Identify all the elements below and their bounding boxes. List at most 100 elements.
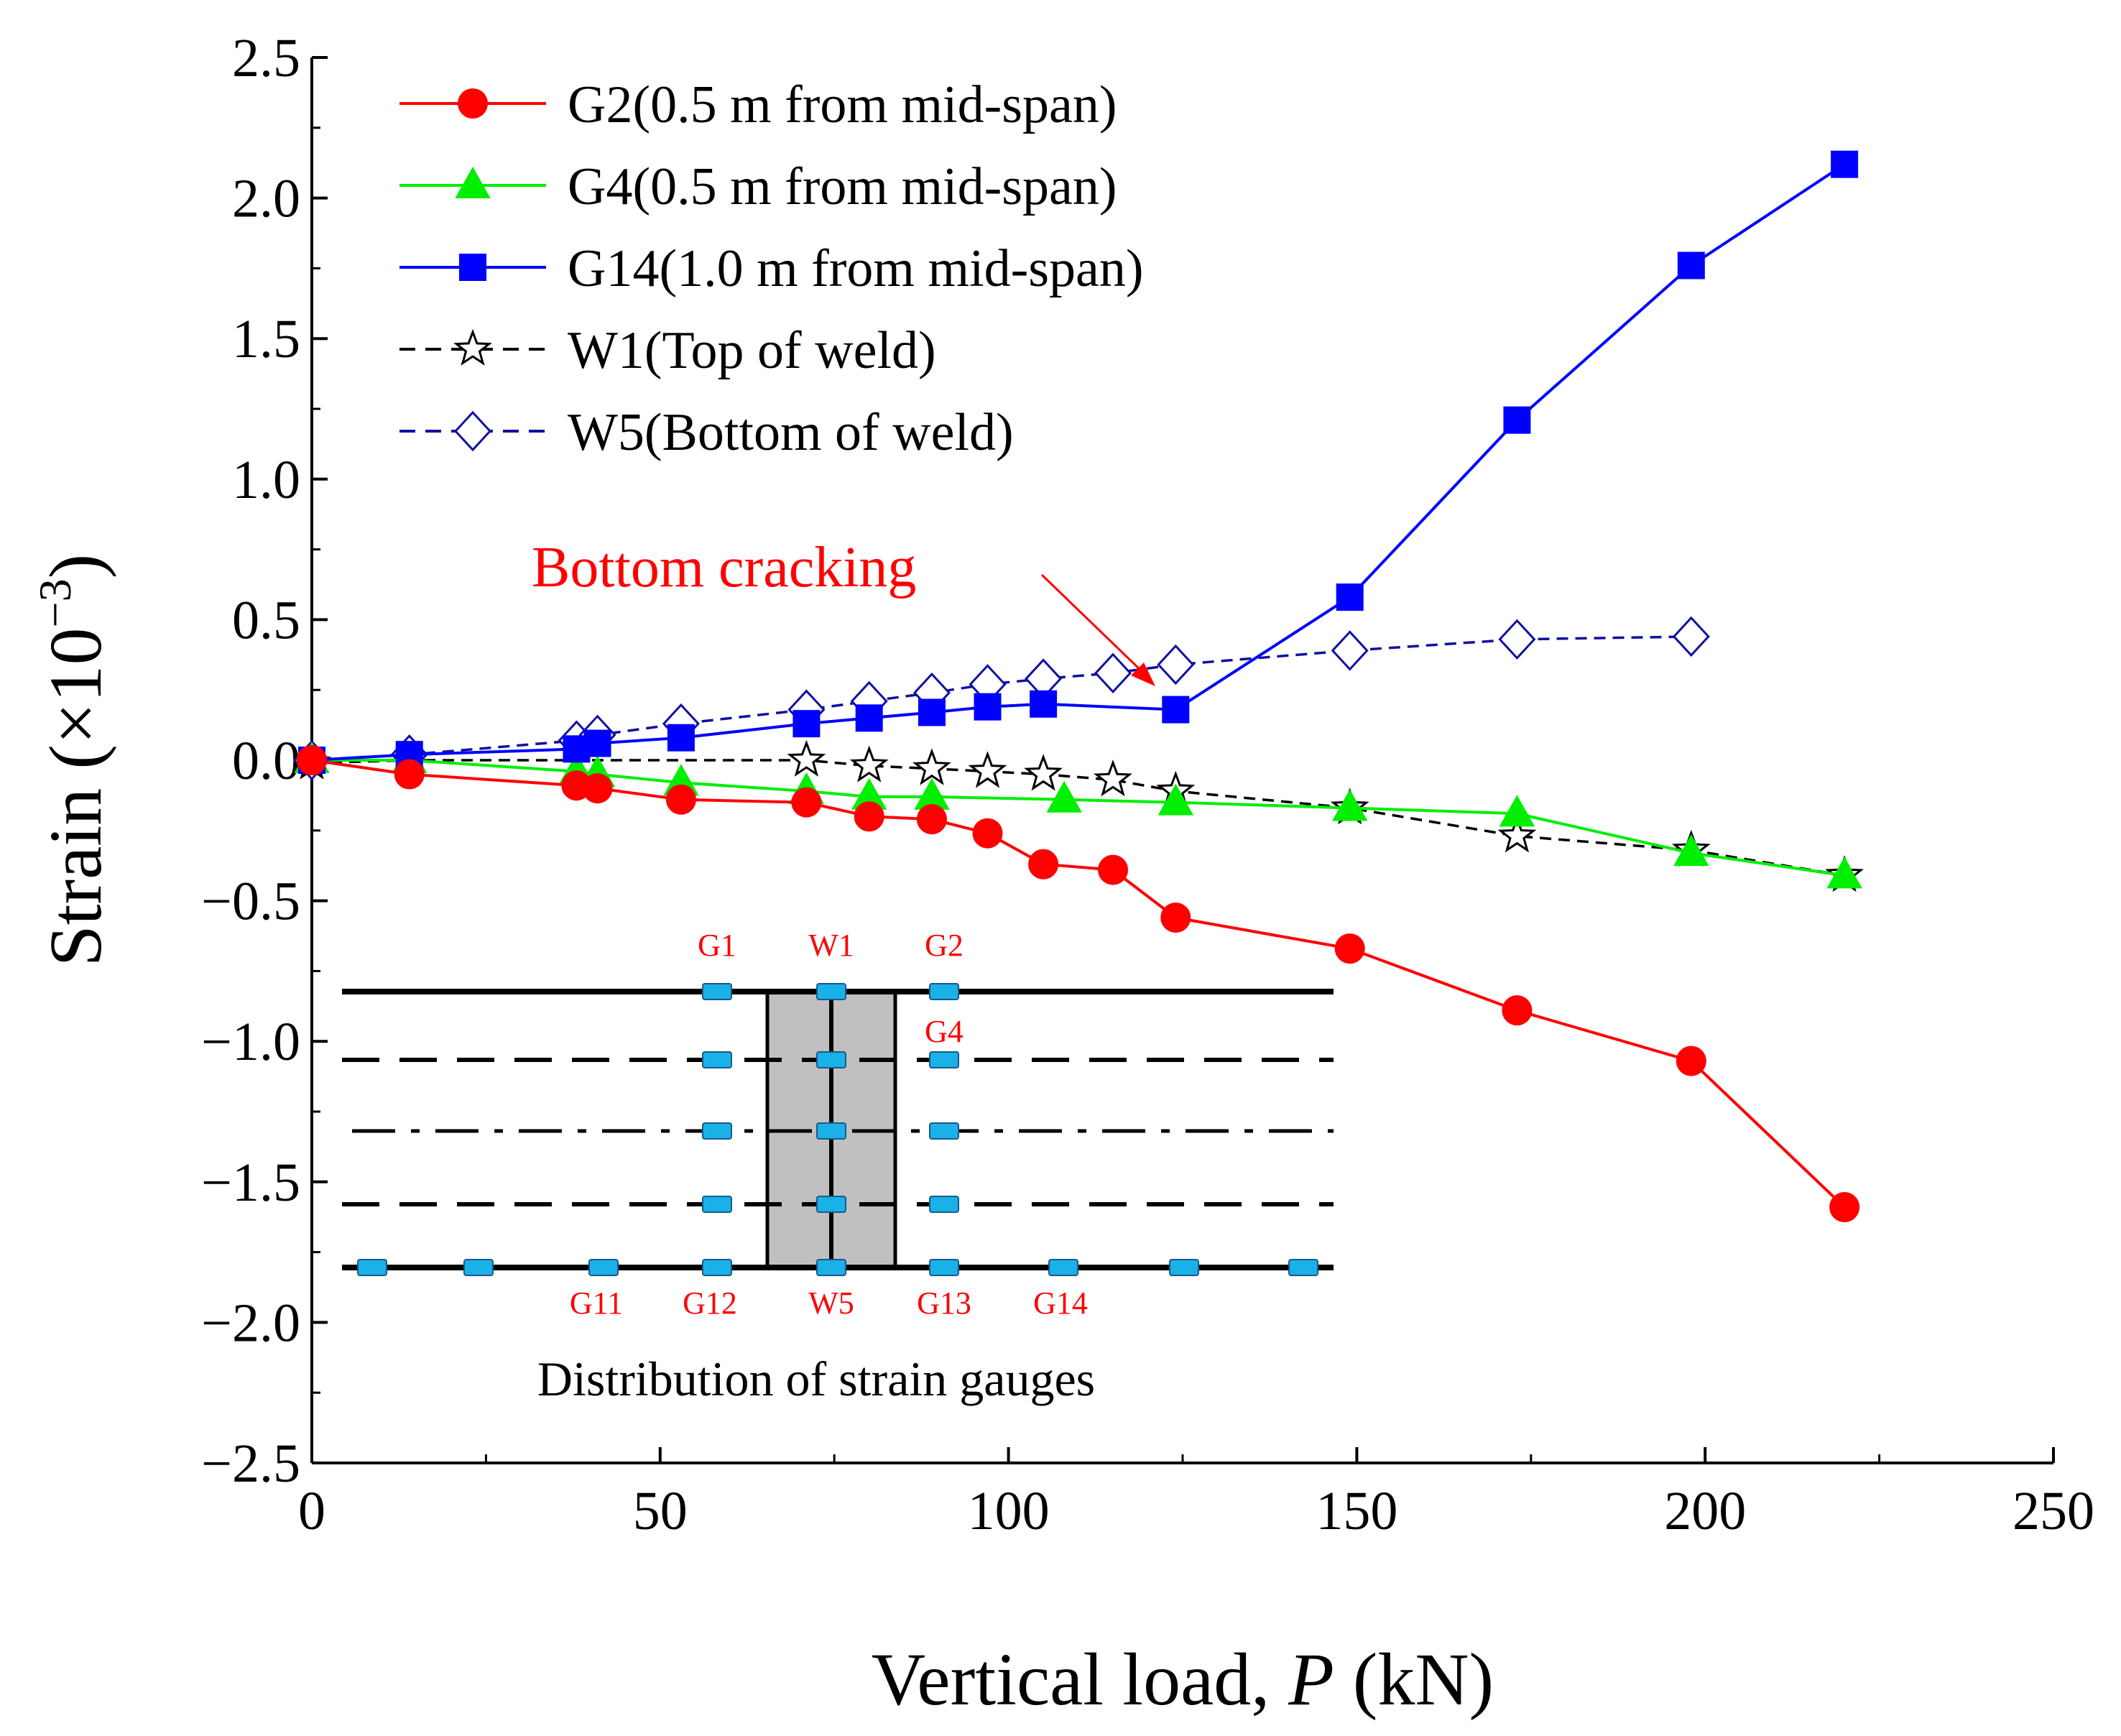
x-tick-label: 200 [1664, 1481, 1746, 1541]
strain-gauge [1169, 1259, 1199, 1276]
data-point [854, 801, 884, 832]
data-point [918, 698, 946, 726]
inset-label-g4: G4 [925, 1014, 964, 1049]
data-point [297, 745, 327, 775]
data-point [1498, 619, 1536, 660]
strain-gauge [702, 1122, 732, 1140]
data-point [972, 818, 1003, 849]
data-point [1094, 652, 1132, 693]
data-point [1024, 754, 1063, 791]
y-tick-label: 2.5 [232, 28, 300, 88]
legend-label: W5(Bottom of weld) [568, 403, 1014, 462]
inset-label-g1: G1 [698, 928, 736, 963]
data-point [1502, 995, 1533, 1026]
strain-gauge [463, 1259, 494, 1276]
strain-gauge [816, 1259, 846, 1276]
inset-label-g13: G13 [917, 1285, 971, 1321]
strain-gauge [702, 1051, 732, 1068]
y-axis-title-main: Strain (×10 [34, 628, 117, 967]
series-line [311, 759, 1846, 1209]
data-point [1334, 933, 1365, 964]
data-point [1677, 251, 1705, 280]
strain-gauge [816, 983, 846, 1000]
y-tick-label: 1.0 [232, 450, 300, 510]
data-point [1157, 644, 1195, 685]
y-tick-label: 0.0 [232, 731, 300, 791]
data-point [583, 729, 611, 757]
data-point [793, 710, 821, 738]
strain-gauge [357, 1259, 387, 1276]
y-tick-label: −0.5 [201, 872, 300, 932]
x-axis-title-var: P [1288, 1638, 1334, 1721]
y-axis-title-end: ) [34, 554, 117, 579]
x-ticks: 0 50 100 150 200 250 [298, 1447, 2094, 1541]
series-0 [297, 745, 1860, 1223]
data-point [1503, 406, 1531, 434]
y-tick-label: −1.5 [201, 1153, 300, 1213]
strain-gauge [1048, 1259, 1078, 1276]
y-tick-label: −2.5 [201, 1433, 300, 1494]
strain-gauge [929, 1122, 959, 1140]
annotation-text: Bottom cracking [532, 536, 916, 599]
inset-label-g11: G11 [570, 1285, 623, 1321]
data-point [1331, 789, 1368, 821]
x-tick-label: 0 [298, 1481, 325, 1541]
legend-label: G4(0.5 m from mid-span) [568, 157, 1117, 216]
data-point [1676, 1045, 1706, 1076]
inset-label-g14: G14 [1033, 1285, 1088, 1321]
series-4 [292, 616, 1710, 781]
x-tick-label: 50 [633, 1481, 688, 1541]
data-point [787, 739, 826, 777]
data-point [1046, 780, 1082, 813]
x-tick-label: 100 [968, 1481, 1050, 1541]
strain-gauge [929, 1051, 959, 1068]
inset-label-g12: G12 [683, 1285, 737, 1321]
inset-label-w1: W1 [808, 928, 854, 963]
annotation-arrow-line [1040, 573, 1144, 673]
data-point [582, 773, 613, 804]
data-point [855, 704, 883, 732]
data-point [1497, 816, 1537, 853]
y-axis-title: Strain (×10−3) [29, 554, 117, 966]
data-point [1030, 690, 1058, 718]
bottom-cracking-annotation: Bottom cracking [532, 536, 1155, 686]
data-point [1162, 696, 1190, 724]
legend-marker [459, 254, 486, 281]
data-point [1499, 795, 1535, 827]
legend-label: W1(Top of weld) [568, 321, 936, 380]
y-tick-label: −1.0 [201, 1012, 300, 1072]
y-tick-label: 0.5 [232, 590, 300, 650]
strain-gauge-inset: G1 W1 G2 G4 G11 G12 W5 G13 G14 Distribut… [342, 928, 1334, 1406]
data-point [974, 693, 1002, 721]
y-tick-label: 2.0 [232, 169, 300, 229]
inset-label-w5: W5 [808, 1285, 854, 1321]
legend-label: G2(0.5 m from mid-span) [568, 75, 1117, 134]
x-axis-title: Vertical load, P (kN) [872, 1638, 1494, 1721]
inset-gauges [357, 983, 1318, 1276]
data-point [667, 724, 695, 752]
strain-gauge [816, 1196, 846, 1213]
series-2 [298, 150, 1859, 774]
strain-gauge [929, 983, 959, 1000]
data-point [394, 759, 425, 790]
strain-gauge [816, 1051, 846, 1068]
data-point [1336, 583, 1364, 611]
x-tick-label: 150 [1316, 1481, 1397, 1541]
strain-gauge [702, 1259, 732, 1276]
series-line [311, 635, 1691, 762]
data-point [1673, 834, 1709, 867]
strain-gauge [816, 1122, 846, 1140]
y-tick-label: −2.0 [201, 1293, 300, 1353]
data-point [912, 748, 951, 785]
strain-gauge [929, 1196, 959, 1213]
x-axis-title-suffix: (kN) [1334, 1638, 1494, 1721]
x-axis-title-prefix: Vertical load, [872, 1638, 1288, 1721]
data-point [1331, 630, 1369, 671]
series-group [292, 150, 1864, 1223]
legend-marker [458, 88, 488, 119]
strain-gauge [702, 983, 732, 1000]
data-point [1028, 849, 1059, 879]
series-line [311, 759, 1845, 877]
data-point [968, 751, 1007, 788]
inset-label-g2: G2 [925, 928, 964, 963]
